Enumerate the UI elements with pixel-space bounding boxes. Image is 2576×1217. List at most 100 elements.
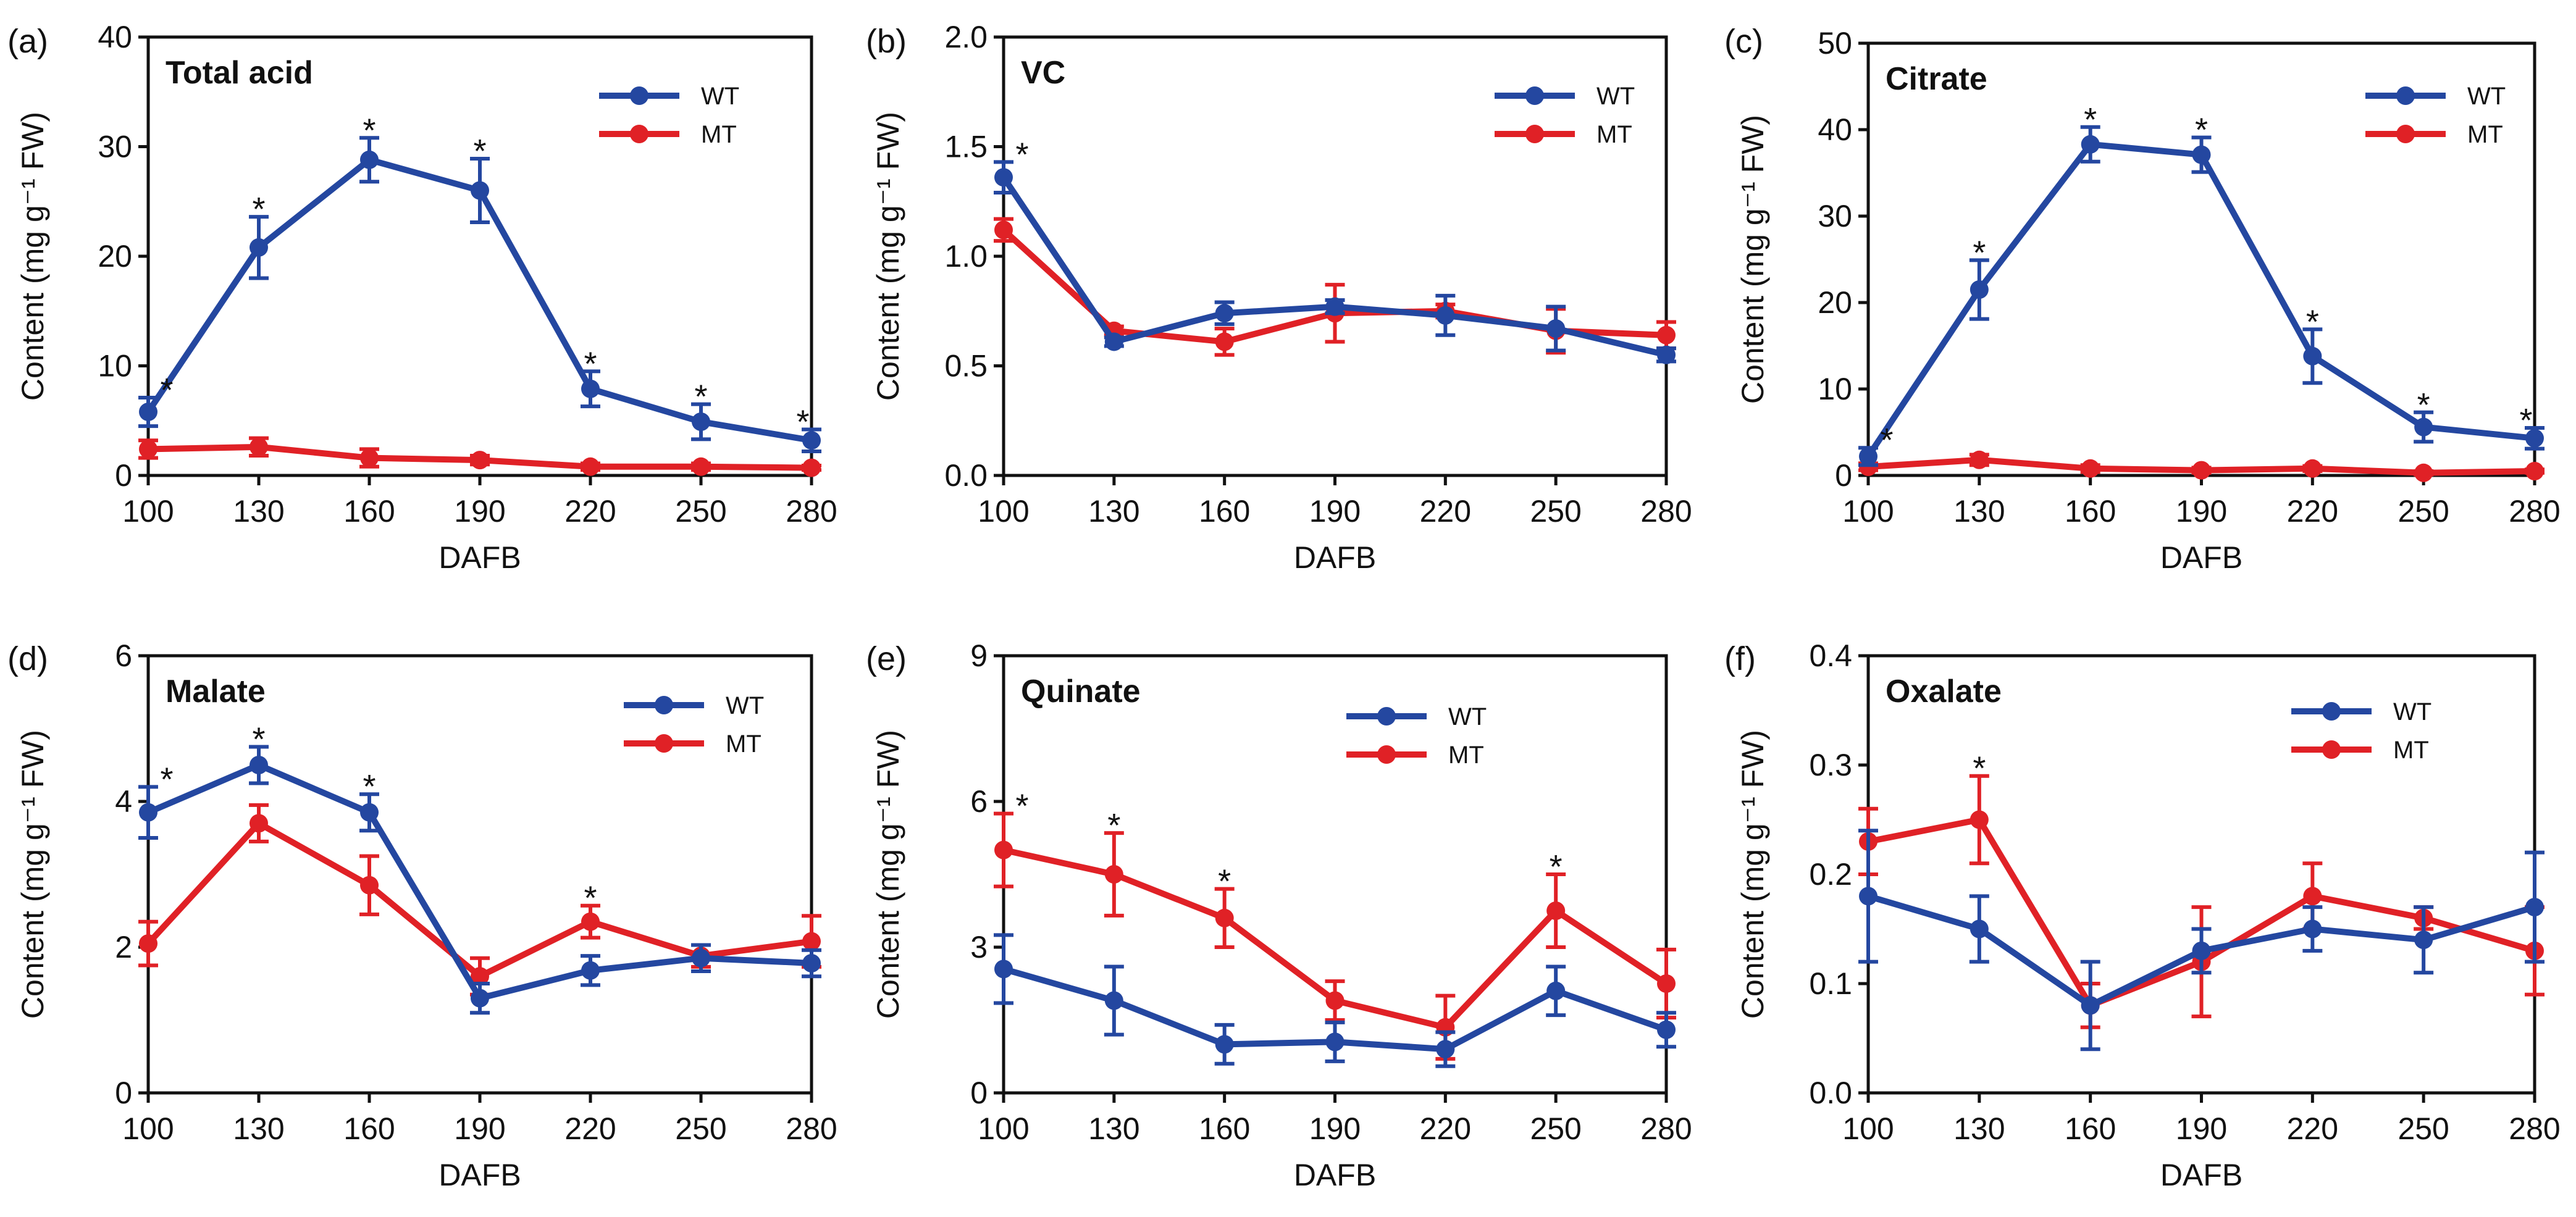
legend-marker-wt	[2396, 86, 2415, 105]
data-point	[139, 803, 157, 822]
panel-letter: (d)	[7, 640, 48, 677]
x-tick-label: 190	[1309, 494, 1361, 529]
data-point	[1970, 810, 1989, 829]
y-axis-title: Content (mg g⁻¹ FW)	[15, 112, 50, 401]
y-tick-label: 2.0	[944, 20, 988, 54]
legend: WT MT	[599, 83, 739, 148]
y-tick-label: 1.0	[944, 239, 988, 274]
x-tick-label: 130	[1088, 1111, 1139, 1146]
significance-star: *	[252, 191, 265, 228]
significance-star: *	[1880, 422, 1893, 459]
x-tick-label: 130	[233, 494, 284, 529]
x-tick-label: 280	[1640, 494, 1692, 529]
chart-panel-e: (e) 0 3 6 9 100 130 160 190 220 250 280 DAFB Content …	[866, 638, 1692, 1192]
data-point	[2081, 996, 2100, 1015]
panel-letter: (e)	[866, 640, 907, 677]
y-tick-label: 0	[1835, 458, 1852, 493]
significance-star: *	[1218, 863, 1231, 900]
x-axis-title: DAFB	[1294, 540, 1376, 575]
significance-star: *	[252, 721, 265, 758]
y-axis-title: Content (mg g⁻¹ FW)	[15, 730, 50, 1019]
y-tick-label: 1.5	[944, 130, 988, 164]
y-tick-label: 4	[115, 784, 132, 819]
y-tick-label: 9	[970, 638, 988, 673]
data-point	[994, 220, 1013, 240]
x-tick-label: 100	[122, 1111, 174, 1146]
chart-title: Oxalate	[1886, 674, 2002, 709]
significance-star: *	[1107, 807, 1120, 844]
y-axis-title: Content (mg g⁻¹ FW)	[871, 730, 905, 1019]
y-tick-label: 10	[1818, 372, 1852, 406]
series-mt	[1858, 450, 2545, 482]
legend-label-wt: WT	[1596, 83, 1635, 110]
legend-label-mt: MT	[2467, 121, 2503, 148]
data-point	[581, 379, 600, 398]
legend-label-mt: MT	[701, 121, 737, 148]
data-point	[360, 448, 379, 467]
x-tick-label: 280	[786, 1111, 837, 1146]
x-tick-label: 220	[564, 1111, 616, 1146]
series-line	[146, 820, 812, 980]
data-point	[1657, 345, 1676, 364]
legend-marker-mt	[655, 734, 673, 753]
series-wt	[138, 745, 821, 1015]
data-point	[2414, 463, 2433, 482]
data-point	[471, 989, 489, 1008]
y-tick-label: 6	[115, 638, 132, 673]
x-tick-label: 100	[1842, 1111, 1894, 1146]
series-mt	[1858, 774, 2545, 1029]
significance-star: *	[2195, 112, 2208, 149]
x-tick-label: 160	[2065, 494, 2116, 529]
data-point	[1546, 981, 1566, 1000]
x-tick-label: 250	[1530, 494, 1581, 529]
x-tick-label: 190	[454, 1111, 505, 1146]
significance-star: *	[160, 761, 173, 798]
significance-star: *	[1015, 136, 1028, 173]
data-point	[2081, 459, 2100, 478]
x-tick-label: 130	[1088, 494, 1139, 529]
x-tick-label: 220	[2287, 1111, 2338, 1146]
legend-label-wt: WT	[2393, 698, 2431, 726]
y-tick-label: 0.3	[1809, 748, 1852, 782]
x-tick-label: 160	[2065, 1111, 2116, 1146]
chart-title: Malate	[166, 674, 266, 709]
y-tick-label: 0	[970, 1076, 988, 1110]
plot-frame	[1866, 654, 2536, 1095]
chart-panel-c: (c) 0 10 20 30 40 50 100 130 160 190 220 250 280 DAFB C…	[1724, 23, 2561, 575]
legend: WT MT	[2365, 83, 2506, 148]
y-tick-label: 20	[1818, 285, 1852, 320]
y-tick-label: 0	[115, 458, 132, 493]
data-point	[994, 840, 1013, 859]
y-tick-label: 0	[115, 1076, 132, 1110]
legend-marker-wt	[630, 86, 648, 105]
x-tick-label: 280	[2509, 494, 2560, 529]
legend-label-mt: MT	[2393, 737, 2429, 764]
panel-letter: (f)	[1724, 640, 1756, 677]
y-tick-label: 0.0	[944, 458, 988, 493]
y-tick-label: 0.2	[1809, 857, 1852, 892]
y-axis-title: Content (mg g⁻¹ FW)	[1735, 115, 1770, 404]
panel-letter: (c)	[1724, 23, 1763, 60]
data-point	[2414, 417, 2433, 437]
series-line	[1865, 141, 2535, 458]
data-point	[692, 948, 710, 968]
data-point	[139, 440, 157, 459]
data-point	[1215, 908, 1234, 927]
legend-marker-wt	[1525, 86, 1544, 105]
significance-star: *	[1550, 848, 1563, 885]
x-tick-label: 250	[675, 494, 726, 529]
data-point	[1436, 1040, 1455, 1059]
data-point	[1970, 450, 1989, 469]
data-point	[1657, 1020, 1676, 1039]
legend-marker-mt	[1525, 125, 1544, 143]
legend: WT MT	[2291, 698, 2431, 764]
x-tick-label: 190	[1309, 1111, 1361, 1146]
data-point	[1215, 1035, 1234, 1054]
data-point	[692, 457, 710, 476]
x-tick-label: 160	[343, 494, 395, 529]
series-wt	[1858, 125, 2545, 467]
data-point	[1325, 1032, 1345, 1052]
data-point	[2525, 898, 2544, 917]
data-point	[250, 756, 268, 774]
